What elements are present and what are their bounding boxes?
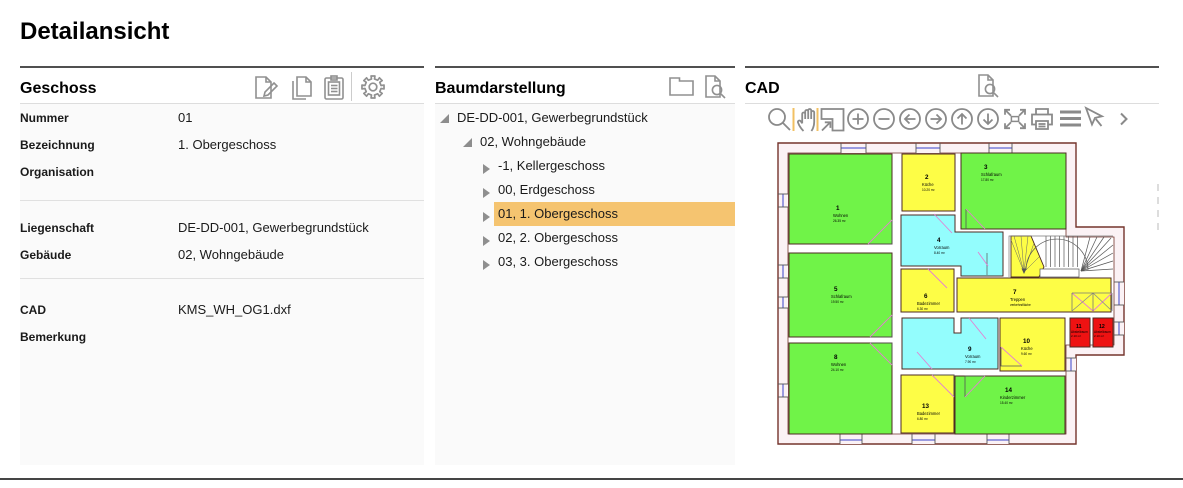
svg-text:9: 9 [968,346,972,353]
svg-text:Vorraum: Vorraum [965,354,981,359]
svg-text:10.20 m²: 10.20 m² [922,188,935,192]
svg-text:4: 4 [937,237,941,244]
svg-text:Schlafraum: Schlafraum [981,172,1002,177]
svg-text:Badezimmer: Badezimmer [917,301,941,306]
svg-text:9.60 m²: 9.60 m² [1021,352,1032,356]
svg-text:2.10 m²: 2.10 m² [1071,334,1081,338]
svg-text:Küche: Küche [922,182,934,187]
svg-text:6: 6 [924,293,928,300]
svg-text:7.90 m²: 7.90 m² [965,360,976,364]
svg-text:Badezimmer: Badezimmer [917,411,941,416]
svg-text:14: 14 [1005,387,1013,394]
svg-text:Treppen: Treppen [1010,297,1026,302]
svg-text:6.30 m²: 6.30 m² [917,307,928,311]
svg-text:15.40 m²: 15.40 m² [1000,401,1013,405]
svg-text:verkehrsfläche: verkehrsfläche [1010,303,1031,307]
svg-text:Küche: Küche [1021,346,1033,351]
svg-text:13: 13 [922,403,930,410]
svg-text:12: 12 [1099,324,1105,330]
svg-text:2.10 m²: 2.10 m² [1094,334,1104,338]
svg-text:1: 1 [836,205,840,212]
svg-text:Abstellraum: Abstellraum [1094,330,1111,334]
svg-text:Kinderzimmer: Kinderzimmer [1000,395,1026,400]
svg-text:6.80 m²: 6.80 m² [917,417,928,421]
svg-text:26.35 m²: 26.35 m² [833,219,846,223]
svg-text:11: 11 [1076,324,1082,330]
svg-text:Abstellraum: Abstellraum [1071,330,1088,334]
svg-text:19.50 m²: 19.50 m² [831,300,844,304]
svg-text:Schlafraum: Schlafraum [831,294,852,299]
svg-text:5: 5 [834,286,838,293]
svg-text:Wohnen: Wohnen [833,213,849,218]
svg-text:8: 8 [834,354,838,361]
svg-text:17.80 m²: 17.80 m² [981,178,994,182]
svg-text:10: 10 [1023,338,1031,345]
svg-text:7: 7 [1013,289,1017,296]
svg-text:2: 2 [925,174,929,181]
svg-text:3: 3 [984,164,988,171]
svg-text:24.10 m²: 24.10 m² [831,368,844,372]
svg-text:8.40 m²: 8.40 m² [934,251,945,255]
svg-text:Wohnen: Wohnen [831,362,847,367]
svg-text:Vorraum: Vorraum [934,245,950,250]
